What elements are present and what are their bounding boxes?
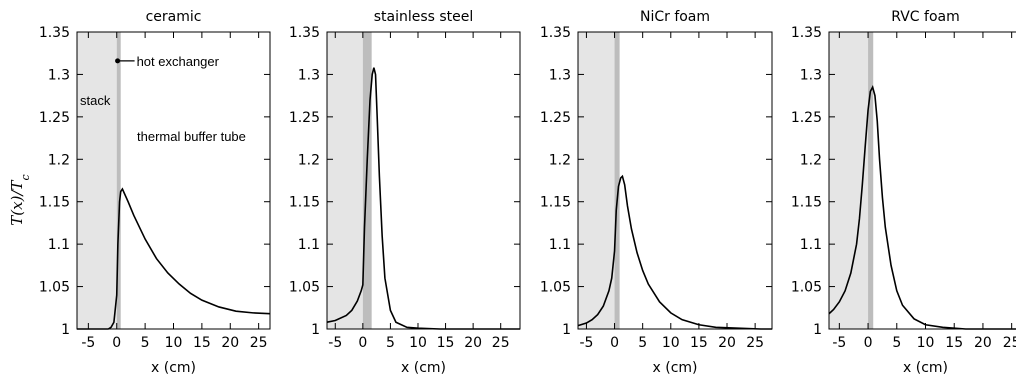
hot-exchanger-region [868,32,874,329]
chart-title: ceramic [146,9,202,25]
y-tick-label: 1 [813,322,822,338]
y-tick-label: 1.3 [800,67,822,83]
x-tick-label: 20 [221,335,239,351]
chart-panel-rvc-foam: 1 1.05 1.1 1.15 1.2 1.25 1.3 1.35 -5 0 5 10 15 20 25 RV… [791,9,1016,376]
x-tick-label: -5 [81,335,95,351]
chart-title: NiCr foam [640,9,710,25]
y-tick-label: 1.25 [791,110,822,126]
stack-region [578,32,615,329]
x-tick-label: 5 [892,335,901,351]
y-tick-label: 1 [562,322,571,338]
y-tick-label: 1.15 [39,195,70,211]
annotation-stack: stack [80,93,111,108]
x-tick-label: 15 [193,335,211,351]
x-tick-label: 5 [638,335,647,351]
x-tick-label: -5 [328,335,342,351]
y-tick-label: 1.25 [39,110,70,126]
chart-title: RVC foam [891,9,959,25]
x-tick-label: 20 [718,335,736,351]
y-tick-label: 1.35 [39,25,70,41]
x-tick-label: 15 [690,335,708,351]
x-tick-label: 0 [864,335,873,351]
x-axis-label: x (cm) [151,360,196,376]
y-tick-label: 1.35 [791,25,822,41]
x-tick-label: -5 [579,335,593,351]
annotation-thermal-buffer-tube: thermal buffer tube [137,129,246,144]
stack-region [327,32,363,329]
hot-exchanger-region [116,32,121,329]
y-axis-label-main: T(x)/T [8,179,26,225]
temperature-profile-line [326,67,520,330]
x-tick-label: 25 [1003,335,1016,351]
x-tick-label: 20 [974,335,992,351]
y-tick-label: 1.15 [540,195,571,211]
x-axis-label: x (cm) [903,360,948,376]
chart-panel-ceramic: 1 1.05 1.1 1.15 1.2 1.25 1.3 1.35 -5 0 5 10 15 20 25 ce… [39,9,271,376]
y-tick-label: 1.15 [289,195,320,211]
x-tick-label: 15 [945,335,963,351]
hot-exchanger-region [614,32,620,329]
y-tick-label: 1.35 [289,25,320,41]
x-tick-label: 0 [112,335,121,351]
plot-frame [577,31,773,330]
y-tick-label: 1.1 [549,237,571,253]
y-tick-label: 1.1 [298,237,320,253]
x-tick-label: 5 [386,335,395,351]
panels: 11.051.11.151.21.251.31.35-5 0 5 10 15 20 25ce… [39,9,1016,376]
y-axis-label: T(x)/Tc [8,174,32,225]
y-tick-label: 1.2 [298,152,320,168]
temperature-profile-line [828,85,1016,330]
x-tick-label: 25 [250,335,268,351]
y-tick-label: 1.3 [549,67,571,83]
y-tick-label: 1.05 [540,280,571,296]
y-tick-label: 1.05 [791,280,822,296]
chart-panel-stainless-steel: 1 1.05 1.1 1.15 1.2 1.25 1.3 1.35 -5 0 5 10 15 20 25 st… [289,9,521,376]
y-tick-label: 1.1 [800,237,822,253]
chart-panel-nicr-foam: 1 1.05 1.1 1.15 1.2 1.25 1.3 1.35 -5 0 5 10 15 20 25 Ni… [540,9,773,376]
x-tick-label: 0 [610,335,619,351]
y-tick-label: 1.1 [48,237,70,253]
y-axis-label-subscript: c [19,174,32,180]
temperature-profile-line [577,174,772,330]
x-tick-label: 0 [358,335,367,351]
x-tick-label: 25 [492,335,510,351]
hot-exchanger-region [362,32,372,329]
y-tick-label: 1.35 [540,25,571,41]
x-tick-label: 25 [746,335,764,351]
x-tick-label: 15 [437,335,455,351]
y-tick-label: 1.2 [549,152,571,168]
y-tick-label: 1.25 [540,110,571,126]
x-tick-label: 20 [464,335,482,351]
y-tick-label: 1 [61,322,70,338]
y-tick-label: 1.25 [289,110,320,126]
x-tick-label: 10 [165,335,183,351]
x-axis-label: x (cm) [401,360,446,376]
chart-title: stainless steel [374,9,474,25]
y-tick-label: 1.05 [39,280,70,296]
x-tick-label: 10 [662,335,680,351]
stack-region [77,32,117,329]
y-tick-label: 1.3 [48,67,70,83]
x-tick-label: 10 [409,335,427,351]
x-tick-label: 5 [141,335,150,351]
y-tick-label: 1.3 [298,67,320,83]
y-tick-label: 1.15 [791,195,822,211]
y-tick-label: 1.2 [48,152,70,168]
temperature-profile-line [77,187,271,330]
y-tick-label: 1.05 [289,280,320,296]
x-axis-label: x (cm) [653,360,698,376]
y-tick-label: 1.2 [800,152,822,168]
y-tick-label: 1 [311,322,320,338]
annotation-hot-exchanger: hot exchanger [137,54,220,69]
x-tick-label: -5 [832,335,846,351]
x-tick-label: 10 [917,335,935,351]
